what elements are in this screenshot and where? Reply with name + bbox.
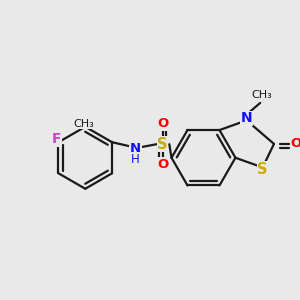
Text: CH₃: CH₃ (252, 90, 272, 100)
Text: O: O (157, 158, 168, 171)
Text: N: N (130, 142, 141, 154)
Text: O: O (291, 137, 300, 150)
Text: N: N (241, 111, 252, 125)
Text: S: S (257, 162, 268, 177)
Text: F: F (52, 132, 61, 146)
Text: CH₃: CH₃ (73, 119, 94, 129)
Text: H: H (131, 153, 140, 166)
Text: S: S (157, 137, 168, 152)
Text: O: O (157, 117, 168, 130)
